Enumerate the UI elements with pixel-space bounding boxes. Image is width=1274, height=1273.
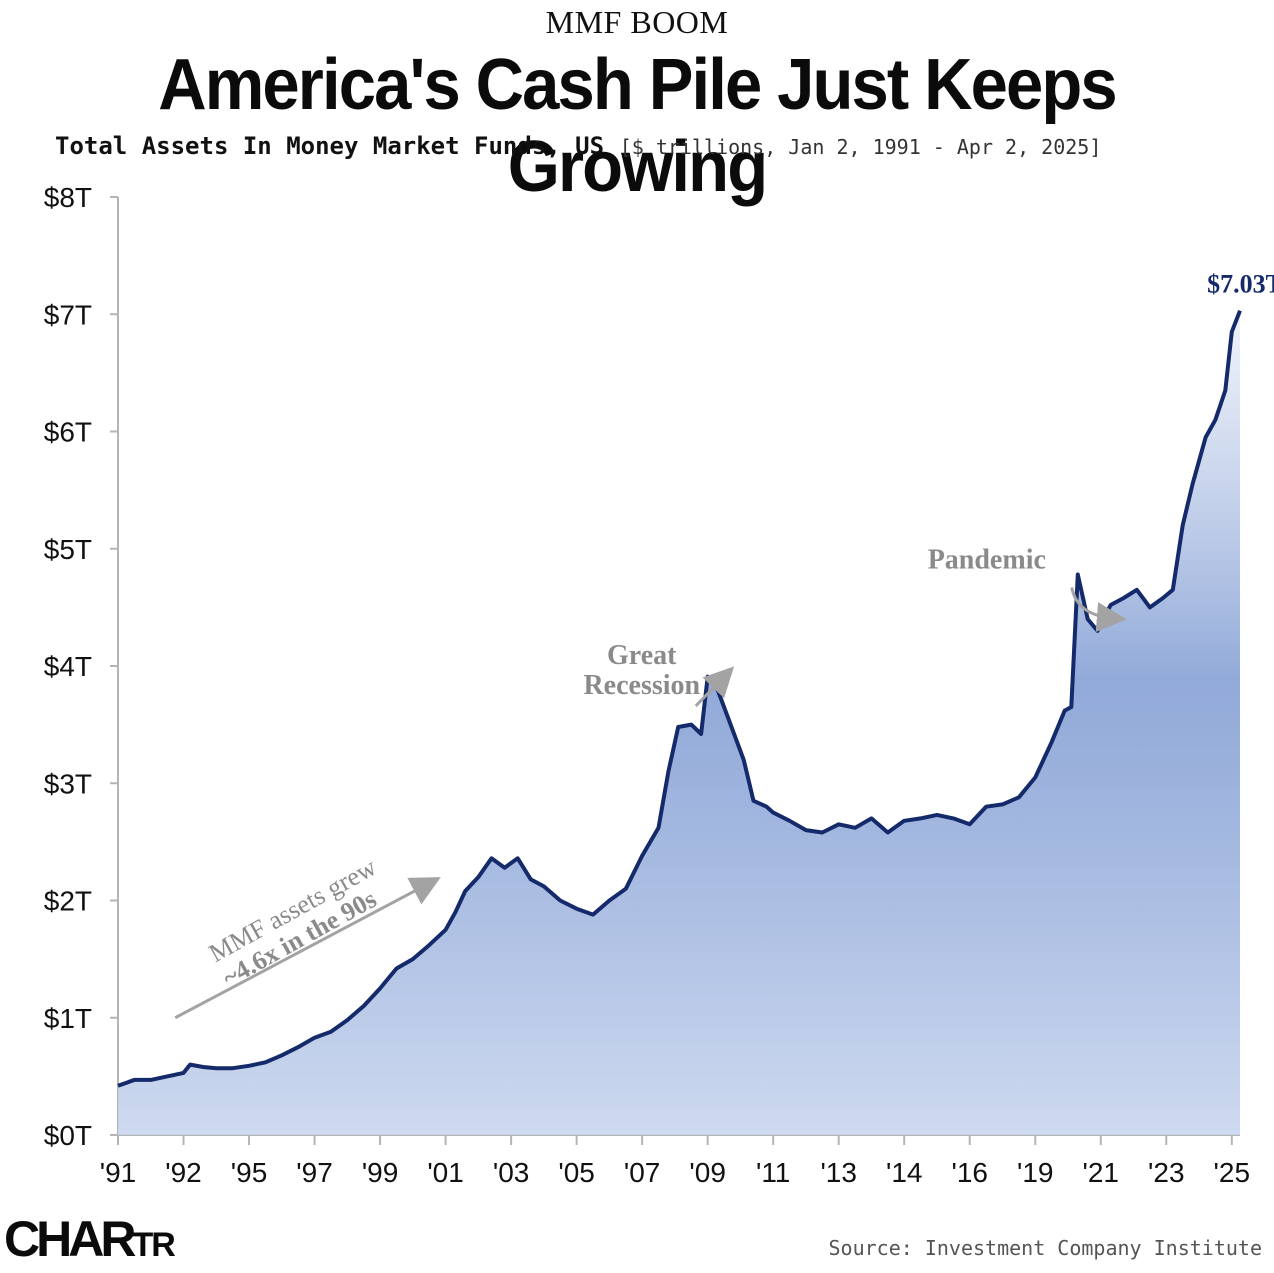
y-tick-label: $5T [44,534,92,565]
subtitle-units: [$ trillions, Jan 2, 1991 - Apr 2, 2025] [619,135,1102,159]
x-tick-label: '23 [1148,1157,1185,1188]
x-tick-label: '91 [100,1157,137,1188]
y-tick-label: $0T [44,1120,92,1151]
y-axis: $0T $1T $2T $3T $4T $5T $6T $7T $8T [44,182,119,1151]
x-tick-label: '16 [951,1157,988,1188]
x-tick-label: '25 [1214,1157,1251,1188]
x-tick-label: '09 [689,1157,726,1188]
x-tick-label: '99 [362,1157,399,1188]
annotation-pandemic-arrow [1070,587,1127,633]
annotation-recession-arrow [694,666,735,708]
source-note: Source: Investment Company Institute [828,1236,1262,1260]
area-chart: $0T $1T $2T $3T $4T $5T $6T $7T $8T '91 '92 '95 '97… [44,182,1274,1188]
x-tick-label: '01 [427,1157,464,1188]
x-tick-label: '97 [296,1157,333,1188]
chart-title: America's Cash Pile Just Keeps Growing [158,45,1117,207]
x-tick-label: '11 [756,1157,790,1188]
y-tick-label: $1T [44,1003,92,1034]
x-tick-label: '92 [165,1157,202,1188]
x-tick-label: '05 [558,1157,595,1188]
chart-kicker: MMF BOOM [545,4,729,40]
brand-logo-big: CHAR [4,1211,136,1267]
y-tick-label: $6T [44,417,92,448]
area-fill [118,310,1240,1135]
annotation-recession-line: Recession [583,670,700,701]
y-tick-label: $7T [44,299,92,330]
y-tick-label: $3T [44,768,92,799]
brand-logo: CHARTR [4,1210,176,1268]
annotation-90s: MMF assets grew~4.6x in the 90s [204,852,381,992]
y-tick-label: $4T [44,651,92,682]
x-tick-label: '95 [231,1157,268,1188]
brand-logo-small: TR [132,1226,175,1264]
annotation-recession-line: Great [607,640,677,671]
annotation-90s-arrow [174,877,441,1020]
x-tick-label: '13 [820,1157,857,1188]
end-value-label: $7.03T [1207,270,1274,299]
x-tick-label: '14 [886,1157,923,1188]
y-tick-label: $8T [44,182,92,213]
x-axis: '91 '92 '95 '97 '99 '01 '03 '05 '07 '09 '11 '13 '14 '… [100,1134,1251,1188]
x-tick-label: '03 [493,1157,530,1188]
chart-subtitle: Total Assets In Money Market Funds, US [… [55,132,1235,160]
y-tick-label: $2T [44,886,92,917]
subtitle-main: Total Assets In Money Market Funds, US [55,132,605,160]
x-tick-label: '07 [624,1157,661,1188]
annotation-pandemic: Pandemic [928,544,1046,575]
x-tick-label: '21 [1083,1157,1120,1188]
x-tick-label: '19 [1017,1157,1054,1188]
